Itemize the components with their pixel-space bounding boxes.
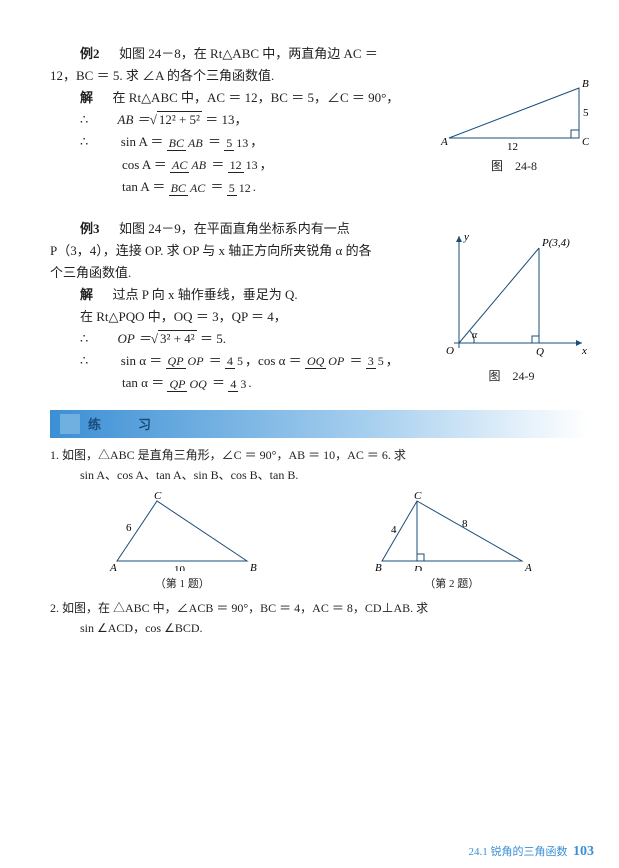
figure-q2: B A C D 4 8 [367, 491, 537, 571]
ex2-cosA-den: AB [189, 158, 208, 172]
ex2-period: . [253, 179, 256, 194]
figQ1-ac: 6 [126, 522, 132, 534]
figQ2-C: C [414, 491, 422, 502]
ex2-comma1: ， [250, 134, 263, 149]
ex3-sol1: 过点 P 向 x 轴作垂线，垂足为 Q. [113, 287, 298, 302]
ex2-cosA-num: AC [170, 158, 189, 173]
figQ1-caption: （第 1 题） [102, 575, 262, 591]
ex3-sina-fnum: 4 [225, 354, 235, 369]
fig249-alpha: α [472, 330, 478, 341]
figQ1-B: B [250, 562, 257, 571]
ex3-sina: sin α ＝ [121, 353, 162, 368]
ex2-therefore2: ∴ [80, 134, 88, 149]
ex2-ab-sqrt: 12² + 5² [157, 111, 202, 127]
practice-q2b: sin ∠ACD，cos ∠BCD. [50, 619, 589, 636]
ex2-sinA: sin A ＝ [121, 134, 164, 149]
ex3-tana-fden: 3 [238, 377, 248, 391]
ex3-cosa-num: OQ [305, 354, 326, 369]
ex3-tana: tan α ＝ [122, 375, 164, 390]
ex2-tanA-den: AC [188, 181, 207, 195]
figQ1-C: C [154, 491, 162, 502]
ex2-cosA: cos A ＝ [122, 157, 167, 172]
ex2-sol1: 在 Rt△ABC 中，AC ＝ 12，BC ＝ 5，∠C ＝ 90°， [113, 90, 400, 105]
fig249-x: x [581, 345, 587, 357]
figQ2-D: D [413, 564, 422, 571]
fig249-P: P(3,4) [541, 237, 570, 249]
practice-title: 练 习 [88, 414, 163, 433]
ex2-therefore1: ∴ [80, 112, 88, 127]
fig249-y: y [463, 231, 469, 243]
fig248-bc: 5 [583, 107, 589, 119]
figQ2-caption: （第 2 题） [367, 575, 537, 591]
practice-icon [60, 414, 80, 434]
figQ1-ab: 10 [174, 564, 186, 571]
figQ2-B: B [375, 562, 382, 571]
figQ2-ac: 8 [462, 518, 468, 530]
fig248-C: C [582, 136, 589, 148]
ex3-tana-num: QP [167, 377, 187, 392]
ex2-heading: 例2 [80, 46, 100, 61]
ex2-ab-eq: AB ＝ [118, 112, 150, 127]
footer-page: 103 [573, 844, 594, 859]
ex3-op-sqrt: 3² + 4² [158, 330, 197, 346]
page-footer: 24.1 锐角的三角函数 103 [469, 843, 595, 860]
ex2-sinA-fnum: 5 [224, 136, 234, 151]
ex2-sinA-den: AB [186, 136, 205, 150]
ex3-cosa-fden: 5 [376, 354, 386, 368]
ex3-tana-den: OQ [187, 377, 208, 391]
ex3-sina-fden: 5 [235, 354, 245, 368]
fig248-ac: 12 [507, 141, 518, 153]
ex3-heading: 例3 [80, 221, 100, 236]
ex2-comma2: ， [260, 157, 273, 172]
ex3-text1: 如图 24－9，在平面直角坐标系内有一点 [119, 221, 350, 236]
ex2-cosA-fnum: 12 [228, 158, 244, 173]
fig249-O: O [446, 345, 454, 357]
footer-section: 24.1 锐角的三角函数 [469, 846, 568, 858]
ex3-cosa-fnum: 3 [366, 354, 376, 369]
ex2-tanA: tan A ＝ [122, 179, 165, 194]
fig249-Q: Q [536, 346, 544, 358]
ex2-ab-val: ＝ 13， [202, 112, 248, 127]
ex3-sina-den: OP [186, 354, 206, 368]
practice-q1b: sin A、cos A、tan A、sin B、cos B、tan B. [50, 466, 589, 483]
figure-24-9: O P(3,4) Q x y α [434, 228, 589, 363]
practice-q1: 1. 如图，△ABC 是直角三角形，∠C ＝ 90°，AB ＝ 10，AC ＝ … [50, 446, 589, 463]
figure-q1: A B C 10 6 [102, 491, 262, 571]
ex2-text1: 如图 24－8，在 Rt△ABC 中，两直角边 AC ＝ [119, 46, 378, 61]
ex3-sina-num: QP [166, 354, 186, 369]
ex3-comma: ， [386, 353, 399, 368]
practice-q2: 2. 如图，在 △ABC 中，∠ACB ＝ 90°，BC ＝ 4，AC ＝ 8，… [50, 599, 589, 616]
ex3-sol-label: 解 [80, 287, 93, 302]
ex3-op-eq: OP ＝ [118, 331, 151, 346]
figure-24-8: A B C 12 5 [439, 73, 589, 153]
ex2-sol-label: 解 [80, 90, 93, 105]
ex3-therefore1: ∴ [80, 331, 88, 346]
ex2-sinA-fden: 13 [234, 136, 250, 150]
fig249-caption: 图 24-9 [434, 367, 589, 384]
fig248-B: B [582, 78, 589, 90]
figQ2-A: A [524, 562, 532, 571]
ex3-cosa-den: OP [326, 354, 346, 368]
ex3-tana-fnum: 4 [228, 377, 238, 392]
ex2-cosA-fden: 13 [244, 158, 260, 172]
ex2-tanA-fden: 12 [237, 181, 253, 195]
ex2-sinA-num: BC [167, 136, 186, 151]
figQ1-A: A [109, 562, 117, 571]
ex3-period: . [248, 375, 251, 390]
fig248-A: A [440, 136, 448, 148]
ex3-op-val: ＝ 5. [197, 331, 226, 346]
practice-header: 练 习 [50, 410, 589, 438]
ex3-therefore2: ∴ [80, 353, 88, 368]
ex2-tanA-num: BC [169, 181, 188, 196]
ex2-tanA-fnum: 5 [227, 181, 237, 196]
fig248-caption: 图 24-8 [439, 157, 589, 174]
ex3-cosa: ，cos α ＝ [245, 353, 302, 368]
figQ2-bc: 4 [391, 524, 397, 536]
